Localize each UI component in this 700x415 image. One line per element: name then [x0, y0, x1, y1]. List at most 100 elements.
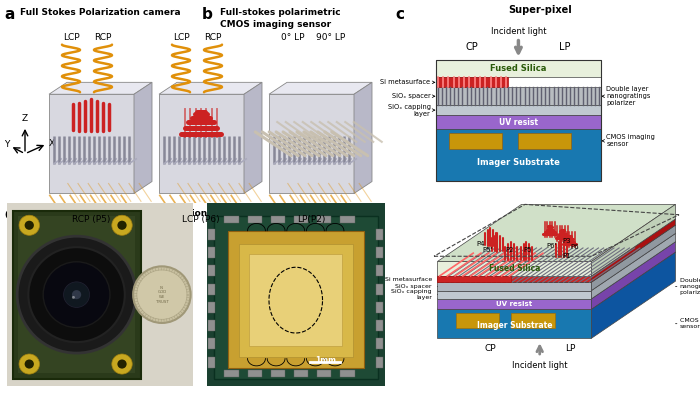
Polygon shape	[456, 313, 499, 328]
Text: P5: P5	[524, 247, 532, 253]
Text: RCP: RCP	[204, 33, 222, 42]
Polygon shape	[134, 82, 152, 193]
Polygon shape	[438, 219, 676, 276]
Bar	[209, 247, 216, 258]
Bar	[224, 216, 239, 223]
Circle shape	[64, 282, 90, 308]
Text: Metasurface microscale polarization filters: Metasurface microscale polarization filt…	[22, 209, 241, 218]
Polygon shape	[206, 203, 385, 386]
Text: CP: CP	[466, 42, 478, 51]
Bar	[376, 266, 383, 276]
Bar	[376, 320, 383, 331]
Polygon shape	[592, 219, 676, 282]
Polygon shape	[592, 242, 676, 309]
Polygon shape	[438, 261, 592, 276]
Polygon shape	[438, 282, 592, 290]
Text: SiOₓ spacer: SiOₓ spacer	[395, 284, 438, 289]
Polygon shape	[438, 225, 676, 282]
Text: Z: Z	[22, 114, 28, 123]
Bar	[248, 216, 262, 223]
Text: LCP (P6): LCP (P6)	[182, 215, 220, 224]
Polygon shape	[438, 290, 592, 299]
Text: UV resist: UV resist	[499, 117, 538, 127]
Text: P4: P4	[477, 242, 485, 247]
Text: Double layer
nanogratings
polarizer: Double layer nanogratings polarizer	[676, 278, 700, 295]
Bar	[317, 216, 332, 223]
Circle shape	[112, 354, 132, 374]
Bar	[271, 216, 285, 223]
Text: Incident light: Incident light	[512, 361, 568, 370]
Text: CP: CP	[484, 344, 496, 353]
Polygon shape	[438, 233, 676, 290]
Polygon shape	[592, 233, 676, 299]
Circle shape	[19, 215, 39, 235]
Polygon shape	[438, 252, 676, 309]
Bar	[376, 339, 383, 349]
Text: Imager Substrate: Imager Substrate	[477, 158, 560, 167]
Polygon shape	[159, 82, 262, 94]
Circle shape	[25, 359, 34, 369]
Bar	[435, 129, 601, 181]
Polygon shape	[269, 82, 372, 94]
Text: LP(P2): LP(P2)	[297, 215, 326, 224]
Polygon shape	[592, 252, 676, 338]
Text: LP: LP	[566, 344, 575, 353]
Bar	[340, 216, 355, 223]
Text: UV resist: UV resist	[496, 301, 533, 307]
Text: P2: P2	[505, 247, 514, 253]
Text: RCP: RCP	[94, 33, 112, 42]
Bar	[317, 369, 332, 377]
Bar	[209, 284, 216, 295]
Polygon shape	[438, 242, 676, 299]
Circle shape	[133, 266, 190, 323]
Text: Imager Substrate: Imager Substrate	[477, 321, 552, 330]
Text: Super-pixel: Super-pixel	[508, 5, 572, 15]
Text: Double layer
nanogratings
polarizer: Double layer nanogratings polarizer	[602, 86, 650, 106]
Polygon shape	[214, 216, 378, 378]
Circle shape	[19, 354, 39, 374]
Polygon shape	[438, 309, 592, 338]
Text: c: c	[395, 7, 404, 22]
Circle shape	[118, 359, 127, 369]
Polygon shape	[438, 276, 592, 282]
Bar	[435, 59, 601, 77]
Circle shape	[137, 270, 187, 319]
Polygon shape	[592, 204, 676, 276]
Bar	[435, 105, 601, 115]
Text: LCP: LCP	[63, 33, 79, 42]
Text: X: X	[49, 139, 55, 148]
Bar	[376, 302, 383, 313]
Bar	[435, 59, 601, 181]
Polygon shape	[49, 82, 152, 94]
Bar	[435, 87, 601, 105]
Bar	[376, 247, 383, 258]
Text: 90° LP: 90° LP	[316, 33, 346, 42]
Circle shape	[72, 296, 75, 299]
Circle shape	[28, 247, 125, 342]
Circle shape	[18, 236, 136, 353]
Text: P6': P6'	[546, 243, 556, 249]
Bar	[248, 369, 262, 377]
Polygon shape	[592, 225, 676, 290]
Bar	[435, 115, 601, 129]
Text: P1: P1	[563, 253, 571, 259]
Bar	[209, 320, 216, 331]
Polygon shape	[159, 94, 244, 193]
Bar	[271, 369, 285, 377]
Text: SiOₓ spacer: SiOₓ spacer	[392, 93, 435, 99]
Bar	[209, 229, 216, 240]
Text: Fused Silica: Fused Silica	[490, 64, 547, 73]
Polygon shape	[438, 299, 592, 309]
Polygon shape	[244, 82, 262, 193]
Text: Full-stokes polarimetric
CMOS imaging sensor: Full-stokes polarimetric CMOS imaging se…	[220, 8, 341, 29]
Bar	[209, 302, 216, 313]
Text: Si metasurface: Si metasurface	[381, 79, 435, 85]
Polygon shape	[13, 211, 141, 378]
Text: RCP (P5): RCP (P5)	[72, 215, 110, 224]
Polygon shape	[512, 313, 554, 328]
Circle shape	[43, 262, 110, 327]
Text: P6: P6	[570, 244, 580, 250]
Text: CMOS imaging
sensor: CMOS imaging sensor	[602, 134, 655, 147]
Text: IN
GOD
WE
TRUST: IN GOD WE TRUST	[155, 286, 168, 303]
Polygon shape	[438, 276, 512, 282]
